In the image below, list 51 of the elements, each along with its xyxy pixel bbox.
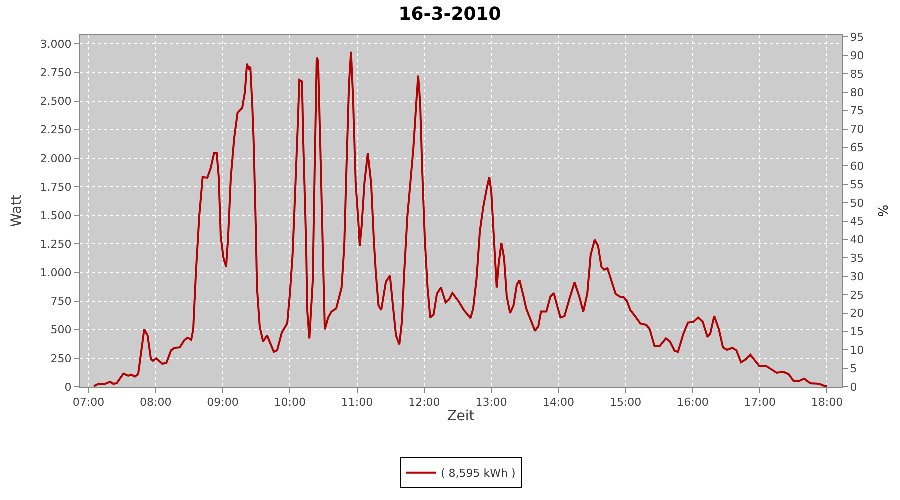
y2-tick-label: 85 [850,68,864,81]
y2-tick-label: 10 [850,344,864,358]
y2-tick-label: 30 [850,270,864,284]
x-tick-label: 18:00 [811,396,844,410]
x-tick-label: 16:00 [677,396,709,410]
x-tick-label: 14:00 [542,396,575,410]
y-tick-label: 0 [64,380,72,394]
y2-tick-label: 55 [850,178,864,192]
y2-tick-label: 35 [850,252,864,265]
y2-tick-label: 25 [850,288,864,302]
y-tick-label: 250 [50,352,72,366]
y-tick-label: 1.500 [40,209,72,222]
y-tick-label: 500 [50,324,72,337]
x-tick-label: 17:00 [744,396,776,410]
y-tick-label: 2.250 [40,124,72,137]
x-tick-label: 08:00 [140,396,172,410]
y2-tick-label: 5 [850,362,858,376]
x-tick-label: 07:00 [72,396,105,410]
y-tick-label: 2.500 [40,95,72,108]
y-axis-title: Watt [8,194,25,228]
y2-tick-label: 95 [850,31,864,44]
x-axis-title: Zeit [447,408,476,424]
x-tick-label: 15:00 [610,396,642,410]
chart-title: 16-3-2010 [398,4,502,26]
x-tick-label: 12:00 [408,396,440,410]
x-tick-label: 09:00 [207,396,239,410]
legend-label: ( 8,595 kWh ) [441,467,516,480]
x-tick-label: 10:00 [274,396,306,410]
y2-tick-label: 90 [850,49,864,62]
y2-tick-label: 65 [850,142,864,155]
x-tick-label: 11:00 [341,396,374,410]
y2-tick-label: 75 [850,104,864,118]
y2-tick-label: 20 [850,307,864,320]
y2-tick-label: 60 [850,160,864,173]
y-tick-label: 3.000 [40,38,72,51]
line-series [93,50,828,387]
y2-axis-title: % [876,204,892,218]
y2-tick-label: 0 [850,380,858,394]
y-tick-label: 1.750 [40,180,72,194]
y2-tick-label: 15 [850,326,864,339]
y-tick-label: 2.000 [40,152,72,166]
y-tick-label: 1.250 [40,238,72,251]
x-tick-label: 13:00 [476,396,508,410]
y2-tick-label: 50 [850,196,864,210]
y2-tick-label: 45 [850,215,864,228]
y2-tick-label: 80 [850,86,864,100]
y-tick-label: 1.000 [40,266,72,280]
y-tick-label: 2.750 [40,66,72,80]
y2-tick-label: 40 [850,234,864,247]
y2-tick-label: 70 [850,123,864,136]
y-tick-label: 750 [50,295,72,308]
